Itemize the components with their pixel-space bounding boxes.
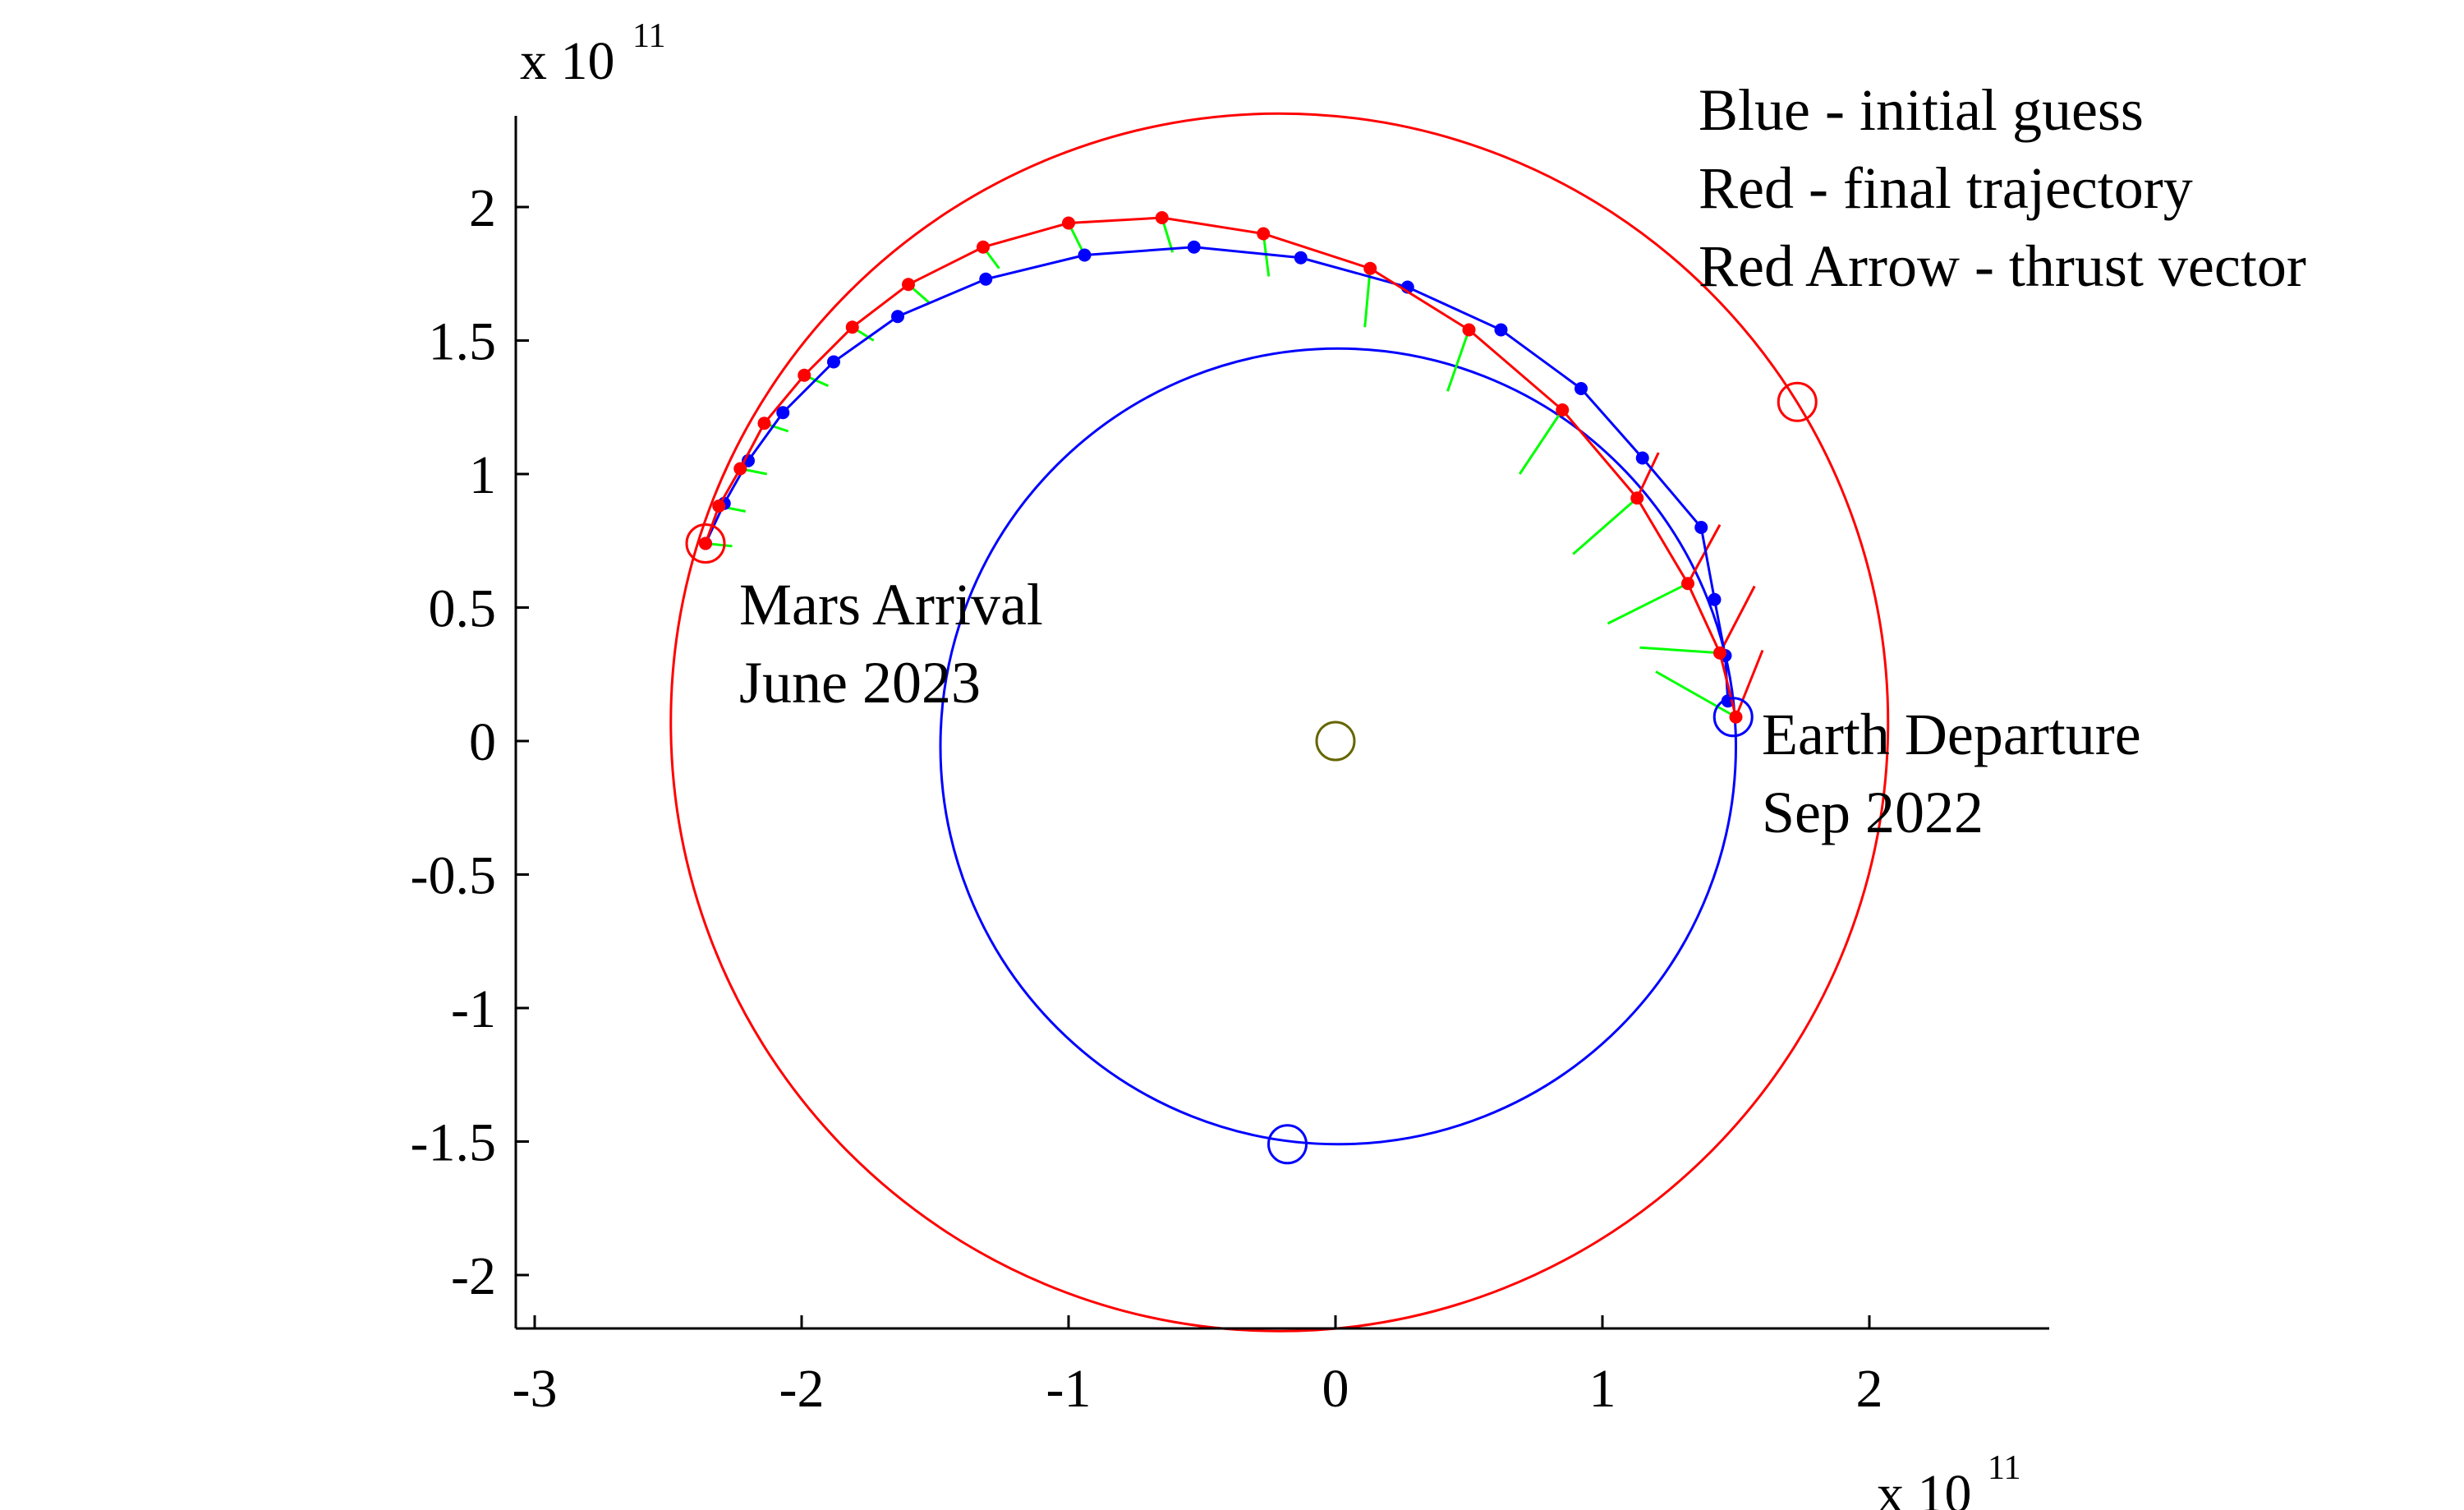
final-trajectory-point-4 <box>1556 403 1570 417</box>
y-tick-label-0: -2 <box>451 1246 496 1306</box>
y-multiplier-label: x 10 11 <box>520 17 665 91</box>
thrust-vector-4 <box>1519 409 1564 475</box>
final-trajectory-point-0 <box>1729 710 1743 724</box>
annotation-earth-departure-line1: Earth Departure <box>1762 702 2141 767</box>
y-multiplier-base: x 10 <box>520 31 615 91</box>
y-tick-label-1: -1.5 <box>411 1113 496 1173</box>
thrust-arrow-1 <box>1718 585 1756 654</box>
trajectory-series-layer <box>699 211 1743 724</box>
thrust-vector-3 <box>1572 497 1639 555</box>
x-tick-label-0: -3 <box>513 1359 558 1419</box>
y-tick-label-8: 2 <box>469 178 496 238</box>
y-tick-label-7: 1.5 <box>429 312 497 372</box>
earth-orbit <box>939 347 1737 1146</box>
final-trajectory-point-13 <box>798 368 811 382</box>
y-tick-label-5: 0.5 <box>429 579 497 639</box>
mars-at-departure-marker <box>1777 381 1818 422</box>
final-trajectory-point-16 <box>712 499 726 513</box>
final-trajectory-line <box>704 216 1737 718</box>
thrust-vector-5 <box>1446 329 1470 392</box>
earth-departure-marker <box>1712 697 1754 738</box>
annotation-mars-arrival-line2: June 2023 <box>739 650 981 716</box>
initial-trajectory-point-11 <box>979 272 993 286</box>
final-trajectory-point-1 <box>1713 646 1726 660</box>
annotation-earth-departure-line2: Sep 2022 <box>1762 780 1984 845</box>
x-multiplier-exponent: 11 <box>1988 1449 2020 1487</box>
thrust-arrow-0 <box>1735 649 1764 718</box>
final-trajectory-point-10 <box>977 240 990 254</box>
thrust-vector-2 <box>1607 582 1689 625</box>
final-trajectory-point-15 <box>733 462 747 476</box>
mars-orbit <box>669 112 1890 1333</box>
x-multiplier-base: x 10 <box>1877 1464 1972 1510</box>
y-tick-label-4: 0 <box>469 712 496 772</box>
thrust-vector-1 <box>1639 646 1721 655</box>
final-trajectory-point-3 <box>1630 491 1644 505</box>
initial-trajectory-point-14 <box>776 406 790 420</box>
planet-markers-layer <box>685 381 1818 1165</box>
legend-line-initial: Blue - initial guess <box>1699 77 2144 143</box>
y-tick-label-2: -1 <box>451 979 496 1039</box>
final-trajectory-point-11 <box>902 278 915 292</box>
legend-text: Blue - initial guess Red - final traject… <box>1699 77 2306 299</box>
annotation-earth-departure: Earth Departure Sep 2022 <box>1762 702 2141 845</box>
annotation-mars-arrival-line1: Mars Arrival <box>739 572 1043 638</box>
mars-arrival-marker <box>685 523 726 564</box>
legend-line-final: Red - final trajectory <box>1699 155 2193 221</box>
final-trajectory-point-9 <box>1062 216 1075 230</box>
final-trajectory-point-2 <box>1681 577 1694 591</box>
final-trajectory-point-5 <box>1462 323 1476 337</box>
thrust-arrow-3 <box>1635 452 1660 499</box>
initial-trajectory-point-3 <box>1694 521 1708 534</box>
annotation-mars-arrival: Mars Arrival June 2023 <box>739 572 1043 716</box>
x-tick-label-2: -1 <box>1046 1359 1092 1419</box>
thrust-vector-6 <box>1363 268 1372 328</box>
earth-at-arrival-marker <box>1267 1124 1308 1165</box>
x-tick-label-3: 0 <box>1322 1359 1349 1419</box>
initial-trajectory-point-4 <box>1635 451 1649 465</box>
initial-trajectory-point-12 <box>891 310 904 324</box>
final-trajectory-point-7 <box>1257 227 1271 241</box>
x-tick-label-5: 2 <box>1856 1359 1883 1419</box>
initial-trajectory-point-6 <box>1494 323 1508 337</box>
final-trajectory-point-14 <box>757 417 771 430</box>
x-tick-label-1: -2 <box>779 1359 825 1419</box>
x-tick-label-4: 1 <box>1589 1359 1616 1419</box>
initial-trajectory-point-10 <box>1078 248 1092 262</box>
sun-marker <box>1315 720 1356 762</box>
thrust-arrow-2 <box>1686 524 1722 584</box>
initial-trajectory-line <box>704 246 1730 702</box>
final-trajectory-point-12 <box>845 320 859 334</box>
final-trajectory-point-17 <box>699 536 712 550</box>
axes <box>514 116 2049 1330</box>
thrust-vector-0 <box>1655 670 1737 719</box>
initial-trajectory-point-8 <box>1294 251 1308 265</box>
final-trajectory-point-6 <box>1363 261 1377 275</box>
initial-trajectory-point-13 <box>827 355 840 369</box>
thrust-vectors-layer <box>705 217 1764 719</box>
initial-trajectory-point-9 <box>1187 240 1201 254</box>
initial-trajectory-point-2 <box>1708 592 1722 606</box>
ticks-layer: -3 -2 -1 0 1 2 -2 -1.5 -1 -0.5 0 0.5 1 1.5 2 <box>411 178 1883 1419</box>
initial-trajectory-point-5 <box>1574 382 1588 395</box>
y-multiplier-exponent: 11 <box>632 17 665 55</box>
x-multiplier-label: x 10 11 <box>1877 1449 2020 1510</box>
legend-line-thrust: Red Arrow - thrust vector <box>1699 233 2306 299</box>
orbits-layer <box>669 112 1890 1333</box>
final-trajectory-point-8 <box>1155 211 1169 224</box>
y-tick-label-6: 1 <box>469 445 496 505</box>
y-tick-label-3: -0.5 <box>411 846 496 906</box>
